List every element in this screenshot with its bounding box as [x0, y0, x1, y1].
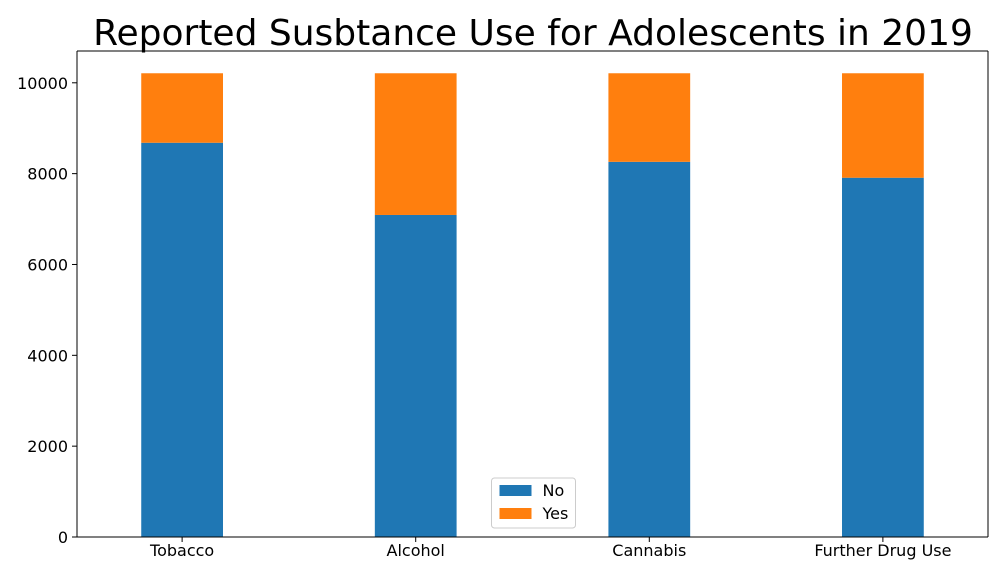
legend-label-no: No [543, 481, 565, 500]
legend-swatch-no [499, 485, 532, 496]
x-tick-label: Tobacco [149, 541, 214, 560]
y-tick-label: 0 [58, 528, 68, 547]
bar-no-alcohol [374, 214, 457, 537]
chart-title: Reported Susbtance Use for Adolescents i… [93, 13, 973, 54]
bars-layer [141, 73, 924, 537]
bar-no-cannabis [608, 161, 691, 537]
y-tick-label: 10000 [17, 74, 68, 93]
x-tick-label: Cannabis [612, 541, 686, 560]
bar-no-tobacco [141, 142, 223, 537]
bar-no-further-drug-use [842, 177, 924, 537]
legend: No Yes [491, 477, 576, 529]
y-tick-label: 2000 [27, 437, 68, 456]
y-tick-label: 6000 [27, 255, 68, 274]
bar-yes-cannabis [608, 73, 691, 162]
legend-label-yes: Yes [542, 504, 569, 523]
y-tick-label: 4000 [27, 346, 68, 365]
bar-yes-tobacco [141, 73, 223, 143]
axes-layer: 0 2000 4000 6000 8000 10000 Tobacco Alcohol Cann… [17, 50, 989, 560]
y-tick-label: 8000 [27, 165, 68, 184]
legend-swatch-yes [499, 508, 532, 519]
x-tick-label: Further Drug Use [814, 541, 951, 560]
x-tick-label: Alcohol [387, 541, 445, 560]
bar-yes-further-drug-use [842, 73, 924, 178]
bar-yes-alcohol [374, 73, 457, 215]
